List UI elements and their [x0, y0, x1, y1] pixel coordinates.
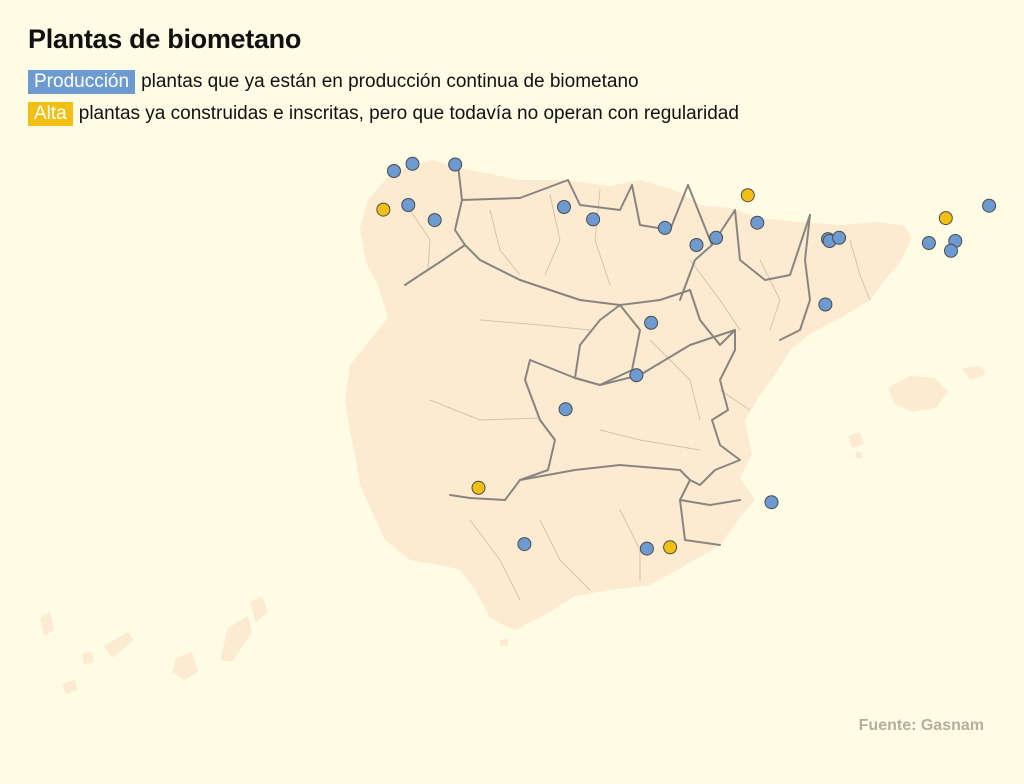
- plant-marker-produccion: [944, 243, 958, 258]
- plant-marker-alta: [938, 211, 953, 226]
- province-border: [544, 194, 561, 276]
- province-border: [469, 519, 521, 601]
- region-border-catalonia: [779, 214, 811, 341]
- mallorca: [888, 376, 948, 412]
- plant-marker-alta: [740, 188, 755, 203]
- province-border: [489, 209, 521, 276]
- legend-description-produccion: plantas que ya están en producción conti…: [141, 71, 639, 92]
- region-border-navarra: [679, 184, 713, 301]
- province-border: [759, 259, 781, 331]
- plant-marker-produccion: [639, 541, 654, 556]
- fuerteventura: [220, 616, 252, 662]
- la-palma: [40, 612, 54, 636]
- region-border-basque: [631, 184, 689, 231]
- plant-marker-produccion: [764, 495, 779, 510]
- region-border-asturias: [461, 179, 569, 201]
- region-border-murcia: [679, 499, 721, 546]
- plant-marker-produccion: [558, 402, 573, 417]
- plant-marker-produccion: [818, 297, 833, 312]
- land-layer: [40, 160, 986, 694]
- legend-row-alta: Alta plantas ya construidas e inscritas, …: [28, 102, 739, 126]
- region-border-cantabria: [567, 179, 633, 211]
- ibiza: [848, 432, 864, 448]
- legend-swatch-alta: Alta: [28, 102, 73, 126]
- province-border: [719, 389, 751, 411]
- plant-marker-produccion: [709, 230, 724, 245]
- plant-marker-produccion: [557, 200, 571, 214]
- legend-swatch-produccion: Producción: [28, 70, 136, 94]
- source-note: Fuente: Gasnam: [858, 717, 984, 734]
- plant-marker-alta: [471, 480, 486, 495]
- lanzarote: [250, 596, 268, 622]
- map-title: Plantas de biometano: [28, 24, 302, 54]
- region-border-andalucia: [519, 464, 741, 506]
- province-border: [479, 319, 591, 331]
- province-border: [849, 239, 871, 301]
- la-gomera: [82, 652, 94, 664]
- region-border-valencia: [689, 349, 741, 486]
- plant-marker-produccion: [405, 156, 420, 171]
- plant-marker-alta: [376, 202, 391, 217]
- province-border: [689, 259, 741, 331]
- plant-marker-produccion: [387, 164, 401, 178]
- legend-description-alta: plantas ya construidas e inscritas, pero…: [78, 103, 739, 124]
- region-border-teruel: [689, 289, 736, 346]
- plant-marker-produccion: [982, 198, 997, 213]
- plant-marker-produccion: [832, 230, 847, 245]
- plant-marker-produccion: [586, 212, 601, 227]
- plant-marker-produccion: [644, 315, 659, 330]
- tenerife: [104, 632, 134, 658]
- plant-marker-produccion: [448, 157, 463, 172]
- province-border: [539, 519, 591, 591]
- menorca: [962, 366, 986, 380]
- region-border-aragon: [711, 209, 811, 281]
- formentera: [856, 452, 862, 458]
- plant-marker-produccion: [401, 198, 416, 212]
- province-border: [409, 209, 431, 271]
- plant-marker-produccion: [689, 238, 704, 252]
- region-border-castilla-leon: [464, 244, 691, 306]
- legend-row-produccion: Producción plantas que ya están en produc…: [28, 70, 639, 94]
- plant-marker-alta: [663, 540, 678, 555]
- region-border-extremadura: [449, 359, 556, 501]
- gran-canaria: [172, 652, 198, 680]
- plant-marker-produccion: [657, 220, 672, 235]
- province-border: [619, 509, 641, 581]
- plant-marker-produccion: [921, 236, 936, 250]
- ceuta: [500, 638, 508, 646]
- province-border: [599, 429, 701, 451]
- iberian-peninsula: [345, 160, 912, 630]
- el-hierro: [62, 680, 78, 694]
- plant-marker-produccion: [629, 368, 644, 383]
- plant-marker-produccion: [750, 215, 765, 230]
- plant-marker-produccion: [427, 213, 442, 228]
- province-border: [429, 399, 541, 421]
- province-border: [649, 339, 701, 421]
- plant-markers: [376, 156, 997, 556]
- plant-marker-produccion: [517, 537, 532, 552]
